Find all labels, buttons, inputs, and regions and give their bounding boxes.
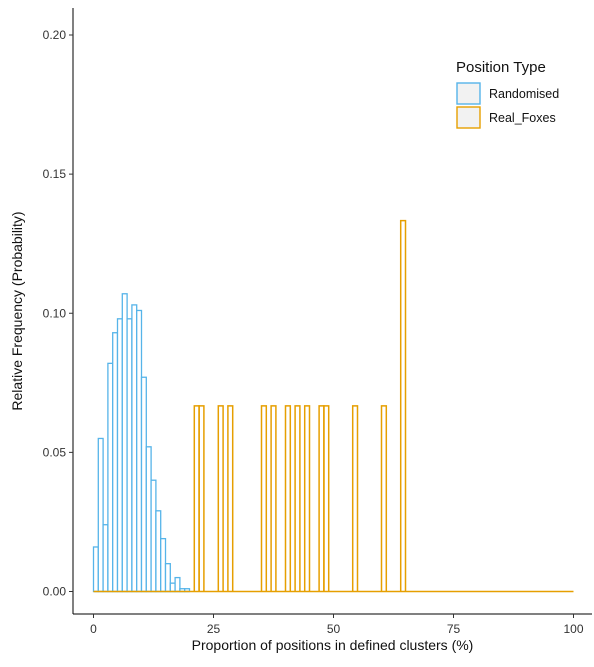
axes: 0.00 0.05 0.10 0.15 0.20 0 25 50 75 100 (43, 8, 592, 636)
bar-real-foxes (399, 219, 407, 592)
bar-randomised (145, 446, 152, 593)
bar-randomised (131, 304, 138, 593)
bar-real-foxes (198, 405, 205, 592)
bar-randomised (150, 479, 157, 593)
bar-real-foxes (270, 405, 277, 592)
bar-randomised (97, 437, 104, 593)
bar-real-foxes (260, 405, 268, 592)
bar-real-foxes (227, 405, 234, 592)
x-axis-title: Proportion of positions in defined clust… (192, 637, 474, 653)
x-tick-label: 50 (327, 622, 341, 636)
bar-randomised (169, 582, 176, 593)
y-tick-label: 0.20 (43, 28, 67, 42)
series-real-foxes-bars (93, 219, 574, 593)
x-tick-label: 100 (563, 622, 583, 636)
x-tick-label: 0 (90, 622, 97, 636)
bar-real-foxes (217, 405, 224, 592)
legend: Position Type Randomised Real_Foxes (456, 59, 559, 129)
bar-randomised (174, 576, 181, 593)
legend-swatch (456, 82, 481, 105)
bar-randomised (126, 318, 133, 593)
y-tick-label: 0.10 (43, 306, 67, 320)
legend-label: Real_Foxes (489, 111, 556, 125)
y-tick-label: 0.05 (43, 445, 67, 459)
y-axis-title: Relative Frequency (Probability) (9, 211, 25, 410)
bar-real-foxes (303, 405, 311, 592)
bar-randomised (160, 537, 167, 593)
bar-randomised (136, 309, 143, 593)
bar-real-foxes (380, 405, 388, 592)
bar-real-foxes (284, 405, 292, 592)
bar-randomised (112, 332, 119, 593)
bar-randomised (140, 376, 147, 593)
bar-randomised (92, 546, 99, 593)
legend-label: Randomised (489, 87, 559, 101)
legend-title: Position Type (456, 59, 546, 76)
y-tick-label: 0.15 (43, 167, 67, 181)
bar-real-foxes (351, 405, 359, 592)
bar-real-foxes (294, 405, 301, 592)
bar-randomised (116, 318, 123, 593)
series-randomised-bars (92, 293, 191, 593)
bar-randomised (107, 362, 114, 593)
y-tick-label: 0.00 (43, 585, 67, 599)
bar-randomised (164, 563, 171, 593)
bar-real-foxes (323, 405, 330, 592)
bar-randomised (155, 510, 162, 593)
legend-swatch (456, 106, 481, 129)
bar-randomised (102, 524, 109, 593)
x-tick-label: 75 (447, 622, 461, 636)
bar-randomised (121, 293, 128, 593)
x-tick-label: 25 (207, 622, 221, 636)
